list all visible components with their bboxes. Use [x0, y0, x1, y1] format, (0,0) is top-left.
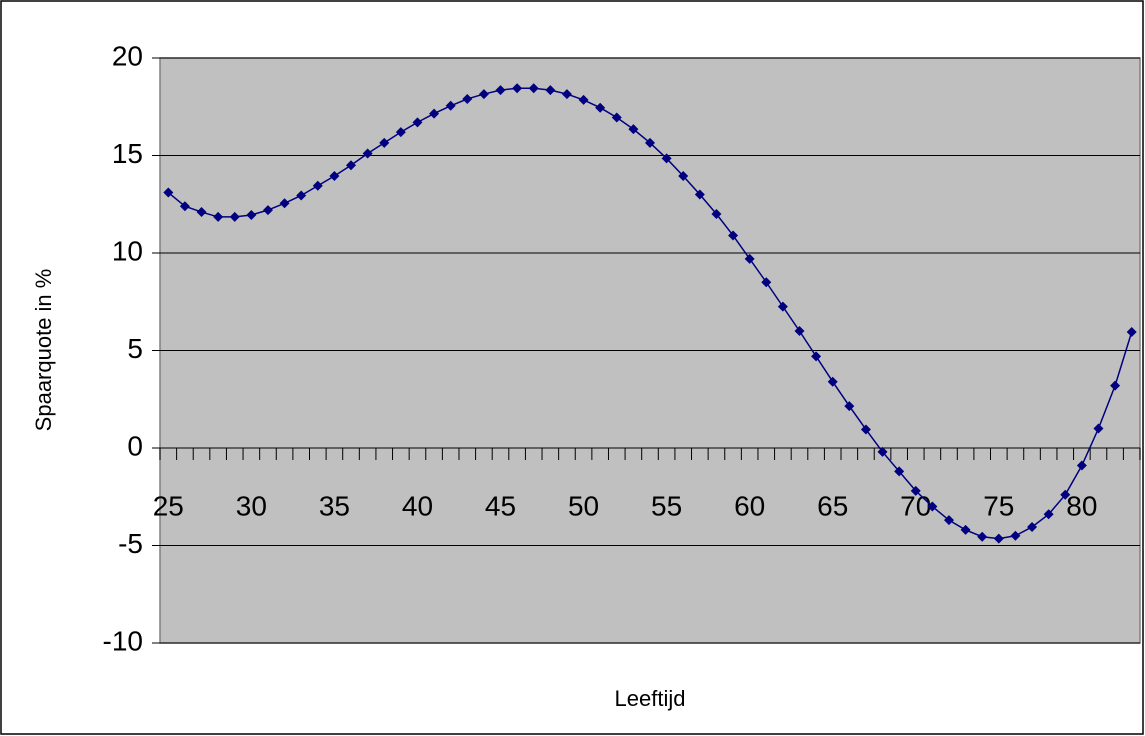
data-point — [578, 94, 589, 105]
y-tick-label: 10 — [112, 235, 143, 266]
data-point — [196, 207, 207, 218]
data-point — [678, 170, 689, 181]
data-point — [960, 524, 971, 535]
y-tick-label: -10 — [103, 625, 143, 656]
data-point — [329, 170, 340, 181]
data-point — [860, 424, 871, 435]
y-axis-title: Spaarquote in % — [31, 269, 56, 432]
y-tick-label: 15 — [112, 138, 143, 169]
y-tick-label: 0 — [127, 430, 143, 461]
x-tick-label: 50 — [568, 490, 599, 521]
data-point — [728, 230, 739, 241]
data-point — [628, 124, 639, 135]
data-point — [661, 153, 672, 164]
data-point — [346, 160, 357, 171]
data-point — [777, 301, 788, 312]
y-tick-label: 20 — [112, 40, 143, 71]
data-point — [711, 209, 722, 219]
data-point — [412, 117, 423, 128]
data-point — [312, 180, 323, 191]
data-point — [645, 137, 655, 148]
data-point — [910, 485, 921, 496]
data-point — [296, 190, 307, 201]
data-point — [1060, 489, 1071, 500]
data-point — [362, 148, 373, 159]
data-point — [163, 187, 174, 198]
x-tick-label: 60 — [734, 490, 765, 521]
data-point — [811, 351, 822, 362]
data-point — [827, 376, 838, 387]
y-tick-label: -5 — [118, 528, 143, 559]
x-tick-label: 40 — [402, 490, 433, 521]
data-point — [262, 205, 273, 216]
data-point — [844, 401, 855, 412]
data-point — [993, 533, 1004, 544]
data-point — [379, 137, 390, 148]
data-point — [1093, 423, 1104, 434]
data-point — [744, 253, 755, 264]
data-point — [229, 211, 240, 222]
data-point — [528, 83, 539, 94]
data-point — [927, 501, 938, 512]
data-point — [611, 112, 622, 123]
data-point — [1010, 530, 1021, 541]
x-tick-label: 75 — [983, 490, 1014, 521]
data-point — [1110, 380, 1121, 391]
data-point — [512, 83, 523, 94]
data-point — [761, 277, 772, 288]
data-point — [495, 85, 506, 96]
x-tick-label: 55 — [651, 490, 682, 521]
data-point — [213, 211, 224, 222]
data-point — [462, 93, 473, 104]
data-point — [246, 209, 257, 220]
x-tick-label: 65 — [817, 490, 848, 521]
data-point — [279, 198, 290, 209]
data-point — [429, 108, 440, 119]
data-point — [1043, 509, 1054, 520]
data-point — [877, 446, 888, 457]
x-tick-label: 45 — [485, 490, 516, 521]
x-axis-title: Leeftijd — [615, 686, 686, 711]
data-point — [478, 89, 489, 100]
data-point — [943, 515, 954, 526]
x-tick-label: 35 — [319, 490, 350, 521]
x-tick-label: 80 — [1066, 490, 1097, 521]
x-tick-label: 30 — [236, 490, 267, 521]
data-point — [545, 85, 556, 96]
data-point — [1027, 521, 1038, 532]
data-point — [395, 127, 406, 138]
data-point — [1076, 460, 1087, 471]
data-point — [595, 102, 606, 113]
data-point — [977, 531, 988, 542]
data-point — [894, 466, 905, 477]
data-point — [561, 89, 572, 100]
data-point — [445, 100, 456, 111]
x-tick-label: 25 — [153, 490, 184, 521]
y-tick-label: 5 — [127, 333, 143, 364]
data-point — [794, 326, 805, 336]
data-point — [1126, 326, 1137, 337]
data-point — [694, 189, 705, 200]
data-point — [179, 201, 190, 212]
